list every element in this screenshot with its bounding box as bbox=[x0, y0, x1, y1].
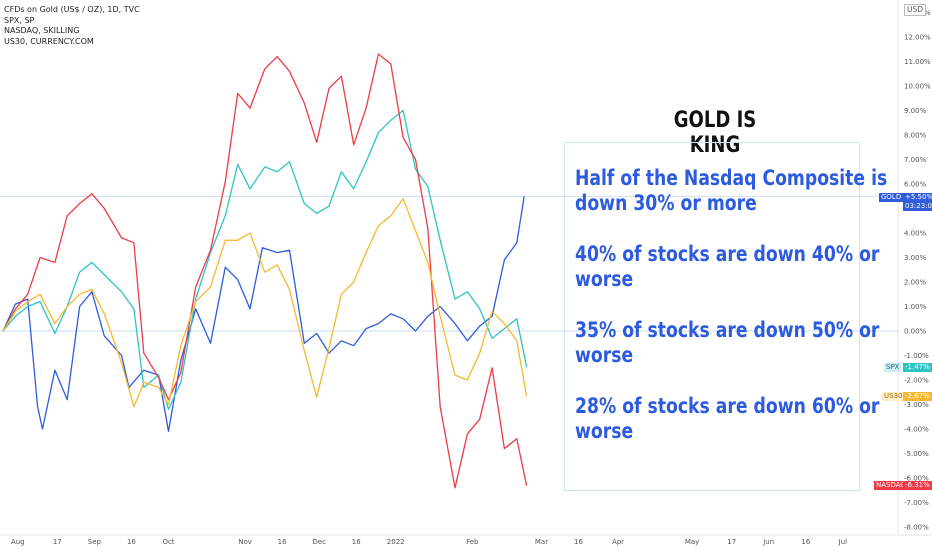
x-tick-label: 16 bbox=[127, 538, 136, 546]
series-line-nasdaq[interactable] bbox=[2, 53, 528, 489]
y-axis: 13.00%12.00%11.00%10.00%9.00%8.00%7.00%6… bbox=[904, 9, 931, 532]
gold-value-tag: +5.50% bbox=[903, 193, 932, 202]
annotation-box bbox=[564, 142, 860, 491]
grid-layer bbox=[0, 0, 932, 536]
y-tick-label: -5.00% bbox=[904, 450, 929, 458]
y-tick-label: -8.00% bbox=[904, 524, 929, 532]
x-tick-label: Jun bbox=[762, 538, 774, 546]
x-tick-label: Oct bbox=[162, 538, 174, 546]
x-tick-label: 17 bbox=[53, 538, 62, 546]
legend-spx[interactable]: SPX, SP bbox=[4, 15, 35, 25]
x-tick-label: 2022 bbox=[387, 538, 405, 546]
annotation-line-1: Half of the Nasdaq Composite is bbox=[575, 166, 888, 190]
legend-gold[interactable]: CFDs on Gold (US$ / OZ), 1D, TVC bbox=[4, 5, 140, 14]
y-tick-label: 6.00% bbox=[904, 181, 927, 189]
gold-symbol-tag: GOLD bbox=[879, 193, 904, 202]
series-line-gold[interactable] bbox=[2, 196, 525, 433]
x-tick-label: 16 bbox=[352, 538, 361, 546]
annotation-line-7: 28% of stocks are down 60% or bbox=[575, 394, 880, 418]
chart-legend: CFDs on Gold (US$ / OZ), 1D, TVC SPX, SP… bbox=[4, 5, 140, 47]
annotation-line-3: 40% of stocks are down 40% or bbox=[575, 242, 880, 266]
x-axis: Aug 17 Sep 16 Oct Nov 16 Dec 16 2022 Feb Mar 16 Apr Ma… bbox=[11, 538, 847, 546]
currency-button[interactable]: USD bbox=[904, 4, 927, 16]
x-tick-label: Aug bbox=[11, 538, 25, 546]
y-tick-label: 10.00% bbox=[904, 83, 931, 91]
y-tick-label: -1.00% bbox=[904, 352, 929, 360]
gold-countdown-tag: 03:23:05 bbox=[903, 202, 932, 211]
y-tick-label: 0.00% bbox=[904, 328, 927, 336]
x-tick-label: Mar bbox=[535, 538, 548, 546]
us30-symbol-tag: US30 bbox=[882, 392, 905, 401]
annotation-line-5: 35% of stocks are down 50% or bbox=[575, 318, 880, 342]
y-tick-label: -6.00% bbox=[904, 475, 929, 483]
spx-value-tag: -1.47% bbox=[903, 363, 932, 372]
series-line-spx[interactable] bbox=[2, 109, 528, 411]
y-tick-label: 1.00% bbox=[904, 303, 927, 311]
nasdaq-value-tag: -6.31% bbox=[903, 481, 932, 490]
x-tick-label: Jul bbox=[838, 538, 848, 546]
y-tick-label: 8.00% bbox=[904, 132, 927, 140]
x-tick-label: 16 bbox=[801, 538, 810, 546]
series-layer bbox=[2, 53, 528, 489]
annotation-line-8: worse bbox=[575, 419, 634, 443]
y-tick-label: 4.00% bbox=[904, 230, 927, 238]
spx-symbol-tag: SPX bbox=[884, 363, 902, 372]
y-tick-label: -3.00% bbox=[904, 401, 929, 409]
x-tick-label: Feb bbox=[466, 538, 479, 546]
y-tick-label: -4.00% bbox=[904, 426, 929, 434]
annotation-line-2: down 30% or more bbox=[575, 191, 757, 215]
x-tick-label: Sep bbox=[88, 538, 102, 546]
x-tick-label: May bbox=[685, 538, 699, 546]
x-tick-label: Nov bbox=[238, 538, 252, 546]
nasdaq-symbol-tag: NASDAQ bbox=[874, 481, 908, 490]
y-tick-label: 7.00% bbox=[904, 156, 927, 164]
y-tick-label: -2.00% bbox=[904, 377, 929, 385]
y-tick-label: 9.00% bbox=[904, 107, 927, 115]
annotation-title: GOLD IS KING bbox=[673, 108, 757, 158]
annotation-line-4: worse bbox=[575, 267, 634, 291]
y-tick-label: 11.00% bbox=[904, 58, 931, 66]
annotation-line-6: worse bbox=[575, 343, 634, 367]
us30-value-tag: -2.67% bbox=[903, 392, 932, 401]
series-line-us30[interactable] bbox=[2, 198, 528, 408]
x-tick-label: 16 bbox=[574, 538, 583, 546]
x-tick-label: Dec bbox=[312, 538, 326, 546]
y-tick-label: -7.00% bbox=[904, 499, 929, 507]
y-tick-label: 2.00% bbox=[904, 279, 927, 287]
x-tick-label: Apr bbox=[612, 538, 624, 546]
y-tick-label: 12.00% bbox=[904, 34, 931, 42]
legend-nasdaq[interactable]: NASDAQ, SKILLING bbox=[4, 26, 80, 35]
y-tick-label: 3.00% bbox=[904, 254, 927, 262]
x-tick-label: 17 bbox=[727, 538, 736, 546]
x-tick-label: 16 bbox=[278, 538, 287, 546]
legend-us30[interactable]: US30, CURRENCY.COM bbox=[4, 36, 94, 46]
